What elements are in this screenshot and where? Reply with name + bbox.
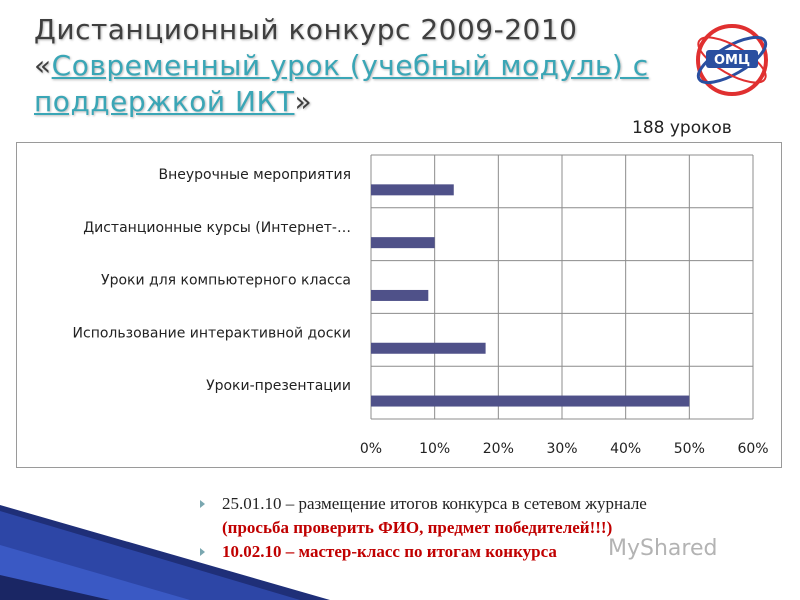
bullet-text: 25.01.10 – размещение итогов конкурса в … xyxy=(222,494,647,513)
logo-text: ОМЦ xyxy=(714,53,750,68)
x-tick-label: 50% xyxy=(674,441,705,457)
x-tick-label: 20% xyxy=(483,441,514,457)
title-line2: «Современный урок (учебный модуль) с под… xyxy=(34,48,674,120)
category-label: Внеурочные мероприятия xyxy=(158,167,351,183)
bullet-text: (просьба проверить ФИО, предмет победите… xyxy=(222,518,613,537)
watermark-text: MyShared xyxy=(608,536,718,561)
bar xyxy=(371,237,435,249)
x-tick-label: 10% xyxy=(419,441,450,457)
bullet-text: 10.02.10 – мастер-класс по итогам конкур… xyxy=(222,542,557,561)
bar-chart: 0% 10% 20% 30% 40% 50% 60% Внеурочные мероприят… xyxy=(16,142,782,468)
category-label: Использование интерактивной доски xyxy=(73,325,351,341)
quote-close: » xyxy=(294,85,313,118)
decorative-swoosh xyxy=(0,505,330,600)
bar xyxy=(371,342,486,354)
bullet-list: 25.01.10 – размещение итогов конкурса в … xyxy=(200,492,780,564)
bullet-arrow-icon xyxy=(200,548,205,556)
quote-open: « xyxy=(34,49,52,82)
bullet-arrow-icon xyxy=(200,500,205,508)
category-label: Уроки для компьютерного класса xyxy=(101,273,351,289)
category-label: Уроки-презентации xyxy=(206,378,351,394)
x-tick-label: 40% xyxy=(610,441,641,457)
bullet-item: (просьба проверить ФИО, предмет победите… xyxy=(200,516,780,540)
x-tick-label: 0% xyxy=(360,441,382,457)
page-title: Дистанционный конкурс 2009-2010 «Совреме… xyxy=(34,12,674,120)
bar xyxy=(371,289,429,301)
lesson-count: 188 уроков xyxy=(632,118,732,138)
bar xyxy=(371,184,454,196)
title-line1: Дистанционный конкурс 2009-2010 xyxy=(34,13,578,46)
bar xyxy=(371,395,690,407)
category-label: Дистанционные курсы (Интернет-… xyxy=(83,220,351,236)
x-tick-label: 60% xyxy=(737,441,768,457)
bullet-item: 25.01.10 – размещение итогов конкурса в … xyxy=(200,492,780,516)
omc-logo-icon: ОМЦ xyxy=(696,24,768,96)
chart-svg: 0% 10% 20% 30% 40% 50% 60% Внеурочные мероприят… xyxy=(73,154,769,457)
bullet-item: 10.02.10 – мастер-класс по итогам конкур… xyxy=(200,540,780,564)
title-link[interactable]: Современный урок (учебный модуль) с подд… xyxy=(34,49,649,118)
x-tick-label: 30% xyxy=(546,441,577,457)
